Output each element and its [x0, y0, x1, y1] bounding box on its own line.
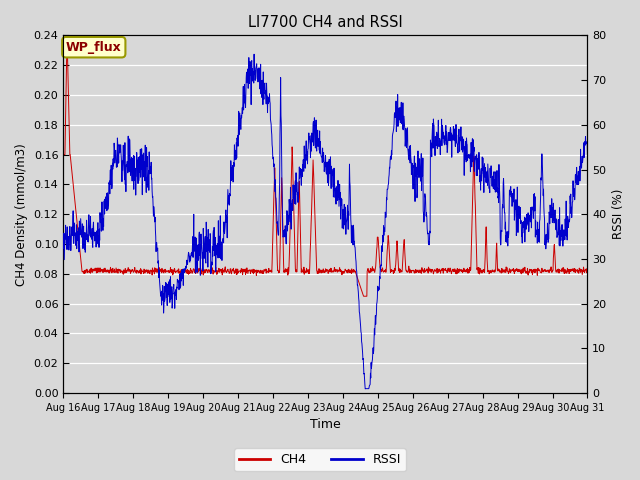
Y-axis label: CH4 Density (mmol/m3): CH4 Density (mmol/m3) — [15, 143, 28, 286]
Title: LI7700 CH4 and RSSI: LI7700 CH4 and RSSI — [248, 15, 403, 30]
Text: WP_flux: WP_flux — [66, 41, 122, 54]
Y-axis label: RSSI (%): RSSI (%) — [612, 189, 625, 240]
X-axis label: Time: Time — [310, 419, 340, 432]
Legend: CH4, RSSI: CH4, RSSI — [234, 448, 406, 471]
